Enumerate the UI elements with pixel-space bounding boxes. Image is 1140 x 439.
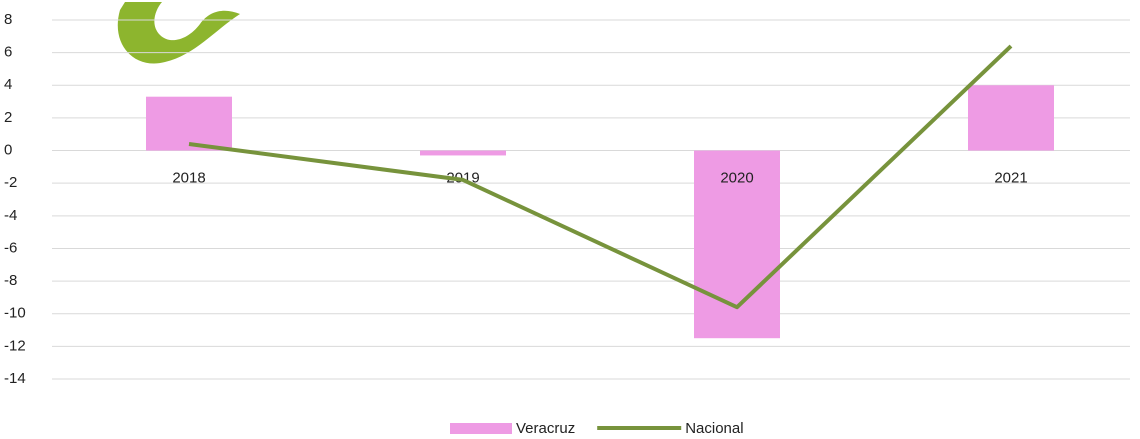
y-tick-label: -10 [4,305,26,322]
y-tick-label: -8 [4,272,17,289]
line [188,44,1013,310]
bar [968,85,1054,151]
x-tick-label: 2018 [172,170,205,187]
y-tick-label: 2 [4,109,12,126]
y-tick-label: 8 [4,11,12,28]
y-tick-label: -6 [4,239,17,256]
y-tick-label: 6 [4,44,12,61]
x-tick-label: 2020 [720,170,753,187]
legend-label: Nacional [685,420,743,437]
y-tick-label: 0 [4,142,12,159]
y-tick-label: 4 [4,76,12,93]
bar [420,150,506,156]
y-tick-label: -2 [4,174,17,191]
y-tick-label: -12 [4,337,26,354]
y-tick-label: -14 [4,370,26,387]
legend-swatch [450,423,512,434]
decoration [117,2,240,64]
legend-label: Veracruz [516,420,575,437]
x-tick-label: 2021 [994,170,1027,187]
y-tick-label: -4 [4,207,17,224]
bar [146,96,232,151]
